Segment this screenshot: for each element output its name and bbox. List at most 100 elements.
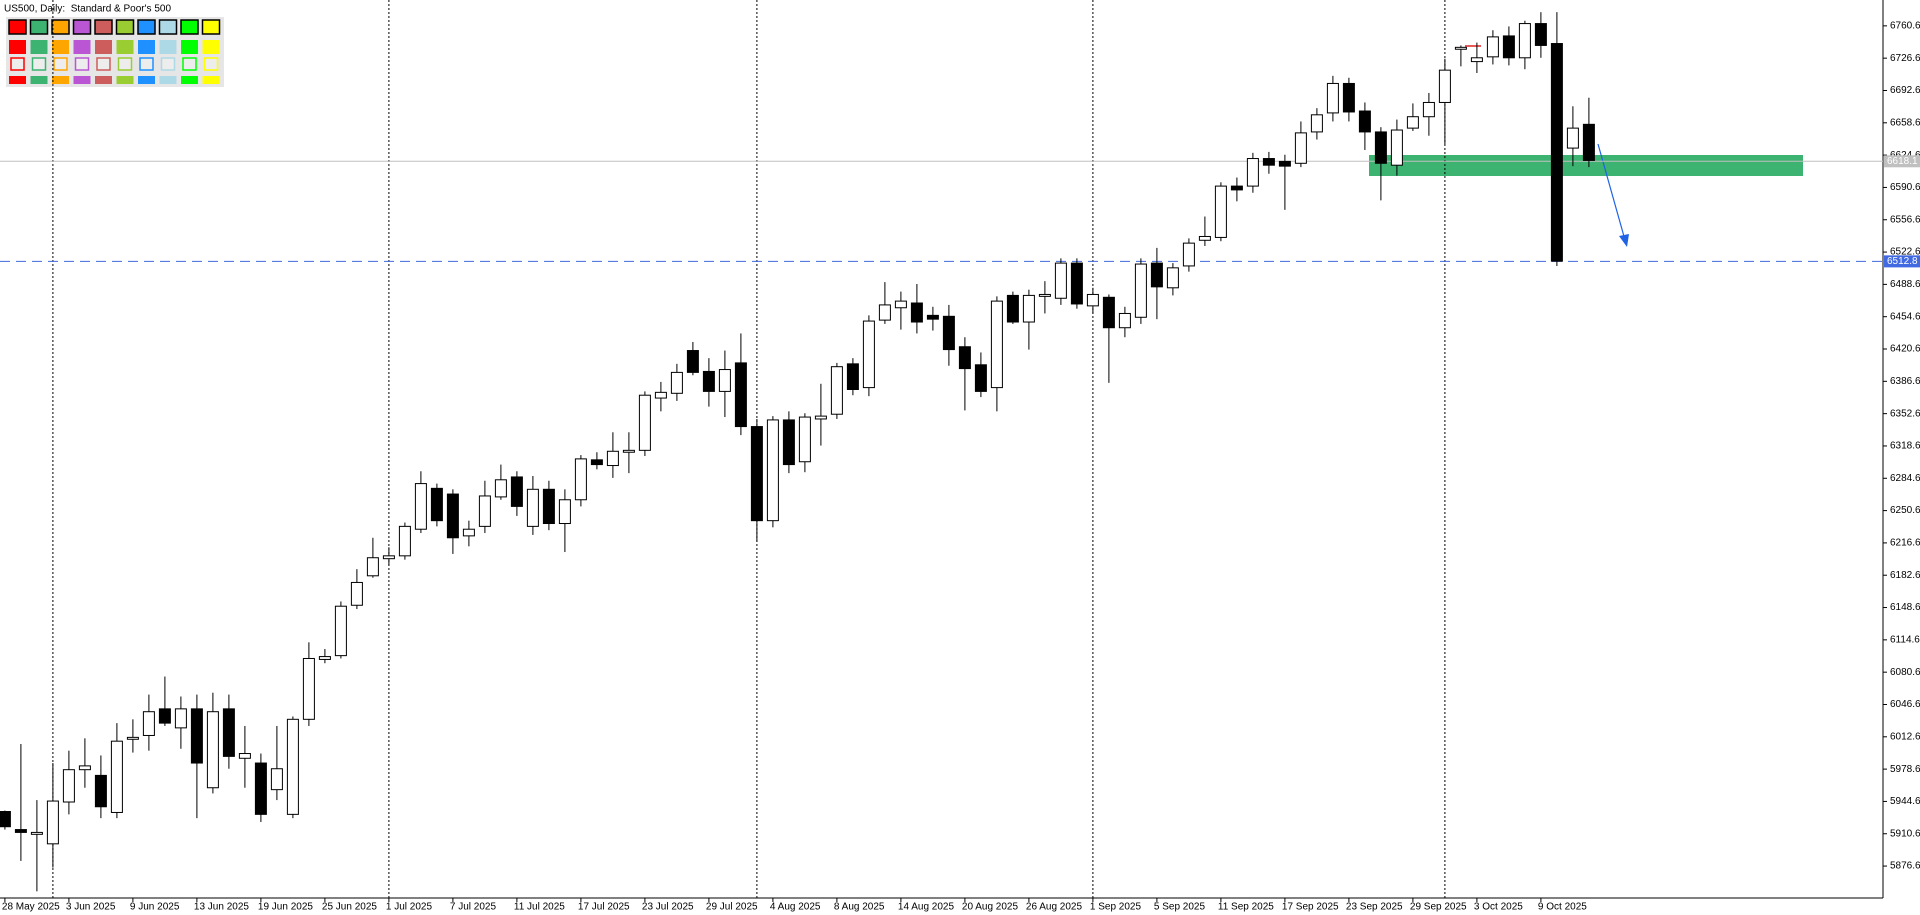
candle-body [126, 736, 139, 740]
candle-body [238, 753, 251, 759]
y-tick-label: 6216.6 [1890, 538, 1920, 549]
candle-body [766, 419, 779, 522]
arrow-head [1619, 234, 1629, 247]
y-tick-label: 5978.6 [1890, 764, 1920, 775]
candle-body [1166, 267, 1179, 289]
candle-body [1566, 127, 1579, 149]
x-tick-label: 3 Jun 2025 [66, 902, 116, 913]
swatch [159, 40, 177, 54]
candle-body [14, 829, 27, 833]
swatch [29, 19, 49, 35]
x-tick-label: 14 Aug 2025 [898, 902, 955, 913]
candle-body [1406, 116, 1419, 129]
candle-body [958, 346, 971, 370]
swatch [181, 76, 198, 84]
candle-body [1038, 293, 1051, 297]
x-tick-label: 25 Jun 2025 [322, 902, 377, 913]
y-tick-label: 5944.6 [1890, 796, 1920, 807]
candle-body [206, 711, 219, 789]
x-tick-label: 1 Sep 2025 [1090, 902, 1142, 913]
candle-body [142, 711, 155, 736]
candle-body [1134, 263, 1147, 318]
candle-body [110, 740, 123, 813]
candle-body [1438, 69, 1451, 103]
x-tick-label: 29 Jul 2025 [706, 902, 758, 913]
swatch [116, 76, 134, 84]
candle-body [910, 302, 923, 323]
candle-body [702, 370, 715, 392]
swatch [53, 57, 68, 71]
candle-body [494, 479, 507, 498]
swatch [95, 76, 112, 84]
candle-body [94, 774, 107, 808]
swatch [180, 19, 199, 35]
swatch [203, 57, 219, 71]
swatch [52, 76, 69, 84]
candle-body [974, 364, 987, 392]
candle-body [1022, 294, 1035, 323]
swatch [96, 57, 111, 71]
candle-body [1054, 262, 1067, 299]
y-tick-label: 6352.6 [1890, 408, 1920, 419]
candle-body [318, 656, 331, 660]
y-tick-label: 6658.6 [1890, 117, 1920, 128]
x-tick-label: 23 Jul 2025 [642, 902, 694, 913]
swatch [30, 76, 48, 84]
swatch [51, 19, 70, 35]
candle-body [670, 371, 683, 394]
x-tick-label: 17 Sep 2025 [1282, 902, 1339, 913]
price-label: 6512.8 [1887, 256, 1918, 267]
swatch [202, 76, 220, 84]
candle-body [1550, 43, 1563, 262]
x-tick-label: 19 Jun 2025 [258, 902, 313, 913]
x-tick-label: 28 May 2025 [2, 902, 60, 913]
y-tick-label: 6590.6 [1890, 182, 1920, 193]
candle-body [382, 555, 395, 560]
candle-body [942, 315, 955, 351]
y-tick-label: 5876.6 [1890, 861, 1920, 872]
candle-body [1214, 185, 1227, 238]
x-tick-label: 9 Oct 2025 [1538, 902, 1587, 913]
y-tick-label: 5910.6 [1890, 828, 1920, 839]
y-tick-label: 6488.6 [1890, 279, 1920, 290]
y-tick-label: 6318.6 [1890, 441, 1920, 452]
candle-body [1422, 101, 1435, 118]
candle-body [1230, 185, 1243, 191]
y-tick-label: 6012.6 [1890, 731, 1920, 742]
x-tick-label: 5 Sep 2025 [1154, 902, 1206, 913]
y-tick-label: 6760.6 [1890, 20, 1920, 31]
candle-body [606, 450, 619, 467]
swatch [138, 76, 155, 84]
candle-body [462, 528, 475, 537]
swatch [31, 57, 47, 71]
y-tick-label: 6080.6 [1890, 667, 1920, 678]
candle-body [782, 419, 795, 466]
candle-body [286, 718, 299, 815]
y-tick-label: 6114.6 [1890, 634, 1920, 645]
candle-body [846, 363, 859, 391]
swatch [9, 40, 26, 54]
candle-body [478, 495, 491, 527]
candle-body [1086, 293, 1099, 307]
candle-body [574, 458, 587, 501]
candle-body [1486, 36, 1499, 58]
x-tick-label: 23 Sep 2025 [1346, 902, 1403, 913]
candle-body [1198, 235, 1211, 241]
candle-body [174, 708, 187, 729]
candle-body [398, 525, 411, 557]
y-tick-label: 6556.6 [1890, 214, 1920, 225]
candle-body [1278, 160, 1291, 167]
swatch [116, 40, 134, 54]
candle-body [622, 449, 635, 453]
price-label-box [1884, 255, 1920, 268]
swatch [74, 57, 90, 71]
swatch [115, 19, 135, 35]
candle-body [222, 708, 235, 757]
candle-body [1102, 296, 1115, 329]
x-tick-label: 9 Jun 2025 [130, 902, 180, 913]
swatch [73, 40, 91, 54]
swatch [30, 40, 48, 54]
candle-body [1390, 129, 1403, 166]
